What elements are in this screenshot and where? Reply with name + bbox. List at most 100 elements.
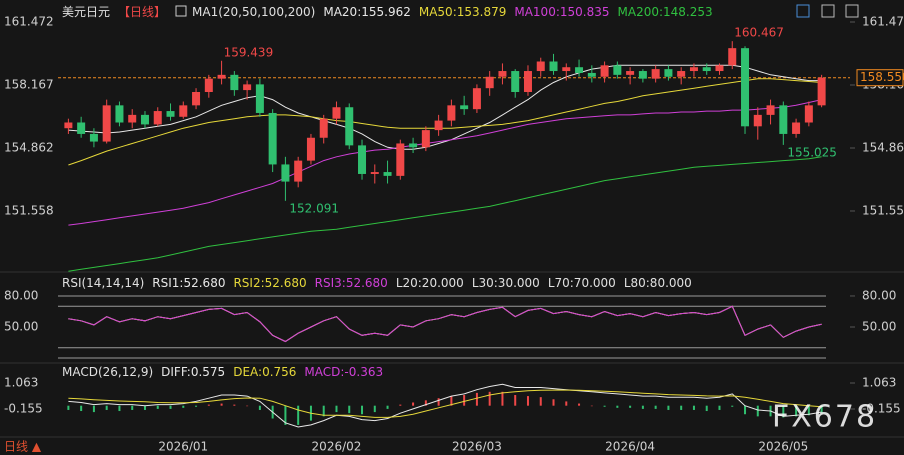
icon[interactable]: [796, 4, 810, 18]
legend-item: MACD:-0.363: [304, 365, 383, 379]
candle-body: [741, 48, 750, 127]
macd-bar: [565, 401, 568, 406]
candle-body: [128, 114, 137, 123]
candle-body: [294, 160, 303, 182]
macd-bar: [258, 405, 261, 410]
macd-bar: [118, 405, 121, 412]
series-line: [68, 78, 822, 166]
x-tick-label: 2026/02: [312, 440, 362, 454]
period-footer[interactable]: 日线 ▲: [4, 440, 42, 454]
y-tick-label: 154.862: [4, 141, 54, 155]
candle-body: [281, 164, 290, 182]
candle-body: [689, 67, 698, 72]
y-tick-label-right: 1.063: [862, 375, 896, 389]
annotation: 155.025: [787, 145, 837, 159]
macd-bar: [807, 405, 810, 416]
y-tick-label-right: 50.00: [862, 320, 896, 334]
candle-body: [179, 105, 188, 117]
macd-bar: [820, 405, 823, 414]
icon[interactable]: [821, 4, 835, 18]
icon[interactable]: [175, 5, 187, 17]
macd-bar: [552, 399, 555, 406]
x-tick-label: 2026/05: [758, 440, 808, 454]
y-tick-label-right: 161.472: [862, 15, 904, 29]
series-line: [68, 156, 822, 272]
candle-body: [600, 65, 609, 77]
icon[interactable]: [845, 4, 859, 18]
macd-bar: [590, 405, 593, 407]
candle-body: [613, 65, 622, 75]
legend-item: MA200:148.253: [618, 5, 713, 19]
candle-body: [230, 74, 239, 91]
candle-body: [217, 74, 226, 79]
y-tick-label-right: 80.00: [862, 288, 896, 302]
legend-item: L20:20.000: [396, 276, 464, 290]
series-line: [68, 99, 822, 226]
candle-body: [728, 48, 737, 66]
candle-body: [498, 71, 507, 77]
macd-bar: [373, 405, 376, 413]
legend: MACD(26,12,9) DIFF:0.575 DEA:0.756 MACD:-0.…: [62, 365, 383, 379]
candle-body: [192, 92, 201, 106]
y-tick-label: 161.472: [4, 15, 54, 29]
candle-body: [460, 105, 469, 110]
y-tick-label-right: 154.862: [862, 141, 904, 155]
macd-bar: [744, 405, 747, 415]
candle-body: [332, 107, 341, 119]
macd-bar: [526, 396, 529, 406]
macd-bar: [131, 405, 134, 410]
macd-bar: [361, 405, 364, 415]
legend-item: RSI2:52.680: [233, 276, 306, 290]
candle-body: [447, 105, 456, 121]
y-tick-label: 50.00: [4, 320, 38, 334]
legend-item: MA100:150.835: [514, 5, 609, 19]
macd-bar: [795, 405, 798, 417]
x-tick-label: 2026/01: [158, 440, 208, 454]
candle-body: [575, 67, 584, 73]
plot: 161.472161.472158.167158.167154.862154.8…: [4, 5, 904, 454]
macd-bar: [475, 392, 478, 406]
macd-bar: [616, 405, 619, 408]
candle-body: [358, 145, 367, 174]
candle-body: [753, 114, 762, 127]
legend: RSI(14,14,14) RSI1:52.680 RSI2:52.680 RSI3:…: [62, 276, 692, 290]
legend-item: RSI3:52.680: [315, 276, 388, 290]
candle-body: [587, 72, 596, 77]
macd-bar: [488, 391, 491, 406]
x-tick-label: 2026/03: [452, 440, 502, 454]
macd-bar: [195, 405, 198, 407]
macd-bar: [667, 405, 670, 410]
annotation: 152.091: [289, 201, 339, 215]
candle-body: [64, 122, 73, 129]
legend-item: RSI(14,14,14): [62, 276, 144, 290]
y-tick-label: 1.063: [4, 375, 38, 389]
candle-body: [77, 122, 86, 134]
y-tick-label: 80.00: [4, 288, 38, 302]
candle-body: [485, 76, 494, 89]
legend: MA1(20,50,100,200) MA20:155.962 MA50:153.8…: [192, 5, 713, 19]
macd-bar: [233, 404, 236, 406]
macd-bar: [654, 405, 657, 409]
macd-bar: [437, 398, 440, 406]
macd-bar: [731, 405, 734, 407]
candle-body: [204, 78, 213, 93]
candle-body: [370, 172, 379, 174]
macd-bar: [603, 405, 606, 407]
legend-item: L30:30.000: [472, 276, 540, 290]
macd-bar: [386, 405, 389, 409]
candle-body: [102, 105, 111, 142]
candle-body: [319, 118, 328, 138]
candle-body: [792, 122, 801, 134]
candle-body: [140, 114, 149, 125]
macd-bar: [322, 405, 325, 417]
macd-bar: [412, 402, 415, 406]
legend-item: MA1(20,50,100,200): [192, 5, 315, 19]
candle-body: [536, 61, 545, 72]
y-tick-label-right: -0.155: [862, 402, 901, 416]
candle-body: [115, 105, 124, 123]
macd-bar: [143, 405, 146, 410]
candle-body: [166, 111, 175, 117]
candle-body: [651, 69, 660, 79]
candle-body: [804, 105, 813, 123]
macd-bar: [80, 405, 83, 412]
